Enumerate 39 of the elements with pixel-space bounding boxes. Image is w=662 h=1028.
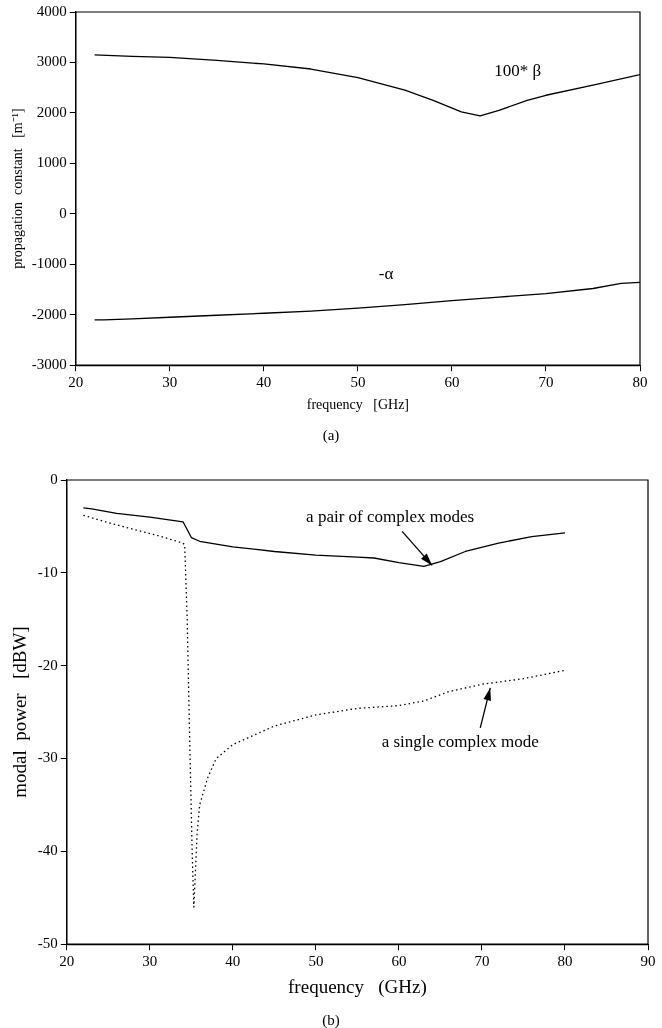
x-tick-label: 70 bbox=[474, 953, 490, 970]
x-tick-label: 70 bbox=[538, 374, 554, 391]
x-tick-label: 30 bbox=[162, 374, 178, 391]
x-tick-label: 20 bbox=[68, 374, 84, 391]
y-tick-label: -2000 bbox=[31, 305, 67, 322]
x-tick-label: 30 bbox=[142, 953, 158, 970]
y-tick-label: 0 bbox=[50, 470, 58, 487]
y-axis-title: modal power [dBW] bbox=[9, 626, 31, 798]
x-tick-label: 40 bbox=[225, 953, 241, 970]
y-tick-label: -40 bbox=[37, 842, 58, 859]
y-tick-label: 2000 bbox=[36, 103, 67, 120]
x-tick-label: 80 bbox=[632, 374, 648, 391]
text: (a) bbox=[321, 426, 341, 445]
y-tick-label: 4000 bbox=[36, 2, 67, 19]
x-tick-label: 60 bbox=[444, 374, 460, 391]
x-tick-label: 80 bbox=[557, 953, 573, 970]
x-tick-label: 20 bbox=[59, 953, 75, 970]
annotation: a pair of complex modes bbox=[306, 506, 475, 526]
x-axis-title: frequency (GHz) bbox=[288, 975, 427, 998]
annotation: a single complex mode bbox=[381, 732, 539, 752]
x-tick-label: 90 bbox=[640, 953, 656, 970]
x-tick-label: 40 bbox=[256, 374, 272, 391]
y-tick-label: 0 bbox=[59, 204, 67, 221]
y-tick-label: -20 bbox=[37, 656, 58, 673]
annotation: 100* β bbox=[494, 61, 542, 81]
x-axis-title: frequency [GHz] bbox=[306, 397, 410, 413]
y-tick-label: -3000 bbox=[31, 356, 67, 373]
y-tick-label: 3000 bbox=[36, 53, 67, 70]
y-tick-label: -1000 bbox=[31, 255, 67, 272]
y-tick-label: -50 bbox=[37, 935, 58, 952]
y-tick-label: 1000 bbox=[36, 154, 67, 171]
y-tick-label: -10 bbox=[37, 563, 58, 580]
x-tick-label: 60 bbox=[391, 953, 407, 970]
y-tick-label: -30 bbox=[37, 749, 58, 766]
annotation: -α bbox=[378, 263, 394, 283]
y-axis-title: propagation constant [m⁻¹] bbox=[10, 108, 26, 269]
x-tick-label: 50 bbox=[308, 953, 324, 970]
x-tick-label: 50 bbox=[350, 374, 366, 391]
text: (b) bbox=[321, 1011, 341, 1028]
